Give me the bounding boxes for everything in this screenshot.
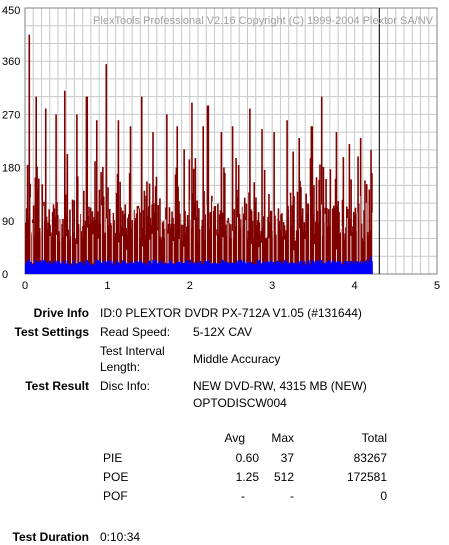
test-duration-label: Test Duration (12, 530, 89, 544)
x-tick-label: 1 (104, 280, 110, 292)
x-tick-label: 5 (434, 280, 440, 292)
y-tick-label: 360 (2, 56, 20, 68)
y-tick-label: 450 (2, 5, 20, 17)
header-total: Total (361, 431, 387, 445)
drive-info-label: Drive Info (33, 306, 89, 320)
row-poe-max: 512 (273, 470, 294, 484)
error-chart: 0 90 180 270 360 450 0 1 2 3 4 5 PlexTools Professio… (2, 5, 440, 292)
interval-label-line1: Test Interval (100, 344, 165, 358)
read-speed-value: 5-12X CAV (193, 325, 253, 339)
y-tick-label: 90 (2, 216, 14, 228)
chart-svg: 0 90 180 270 360 450 0 1 2 3 4 5 PlexTools Professio… (2, 5, 440, 292)
header-max: Max (271, 431, 294, 445)
interval-value: Middle Accuracy (193, 352, 281, 366)
row-pof-max: - (290, 489, 294, 503)
row-pof-name: POF (103, 489, 128, 503)
x-tick-label: 4 (352, 280, 358, 292)
row-poe-total: 172581 (346, 470, 387, 484)
y-tick-label: 180 (2, 163, 20, 175)
row-pie-max: 37 (280, 451, 294, 465)
test-result-label: Test Result (25, 379, 89, 393)
row-poe-name: POE (103, 470, 129, 484)
test-duration-value: 0:10:34 (100, 530, 141, 544)
x-tick-label: 0 (22, 280, 28, 292)
y-tick-label: 270 (2, 109, 20, 121)
x-tick-label: 3 (269, 280, 275, 292)
row-pie-avg: 0.60 (235, 451, 259, 465)
disc-info-line1: NEW DVD-RW, 4315 MB (NEW) (193, 379, 367, 393)
row-pie-total: 83267 (353, 451, 387, 465)
row-pof-total: 0 (380, 489, 387, 503)
chart-title: PlexTools Professional V2.16 Copyright (… (93, 15, 434, 27)
read-speed-label: Read Speed: (100, 325, 171, 339)
header-avg: Avg (224, 431, 245, 445)
row-pof-avg: - (241, 489, 245, 503)
row-pie-name: PIE (103, 451, 123, 465)
disc-info-line2: OPTODISCW004 (193, 396, 287, 410)
test-settings-label: Test Settings (14, 325, 89, 339)
y-tick-label: 0 (2, 269, 8, 281)
interval-label-line2: Length: (100, 360, 141, 374)
row-poe-avg: 1.25 (235, 470, 259, 484)
disc-info-label: Disc Info: (100, 379, 151, 393)
x-tick-label: 2 (187, 280, 193, 292)
drive-info-value: ID:0 PLEXTOR DVDR PX-712A V1.05 (#131644… (100, 306, 362, 320)
